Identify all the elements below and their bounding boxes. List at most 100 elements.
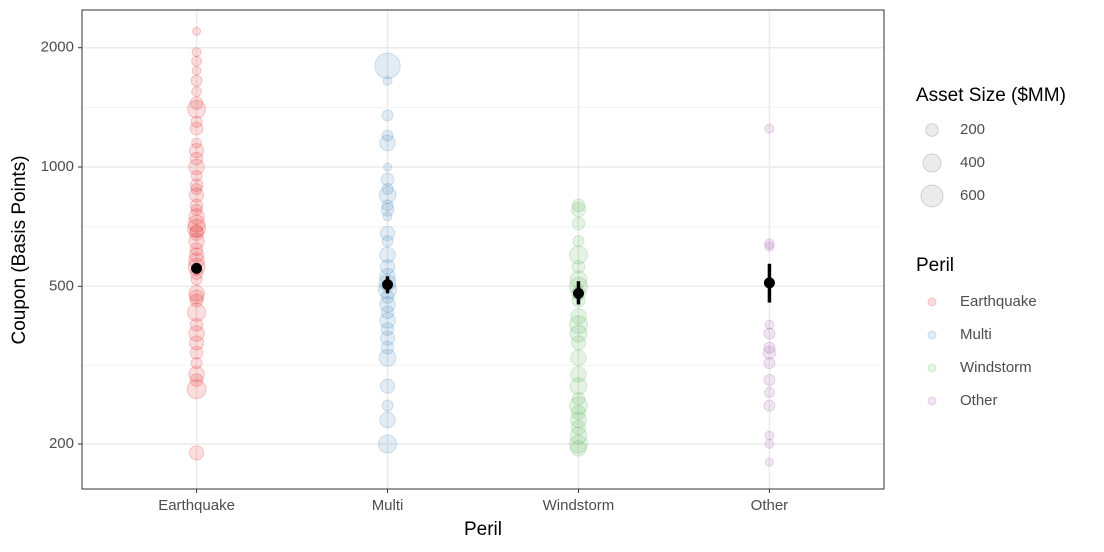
point xyxy=(188,247,205,263)
point xyxy=(763,399,776,412)
point xyxy=(379,134,396,152)
x-tick-label: Multi xyxy=(372,497,404,514)
point xyxy=(570,419,587,436)
point xyxy=(190,183,203,196)
point xyxy=(187,218,207,238)
x-tick-label: Other xyxy=(751,497,789,514)
mean-point xyxy=(572,287,584,299)
point xyxy=(189,121,204,136)
point xyxy=(570,202,587,218)
point xyxy=(189,178,204,193)
point xyxy=(191,47,202,58)
size-legend-key xyxy=(920,184,944,208)
point xyxy=(378,434,398,454)
point xyxy=(381,129,394,142)
point xyxy=(380,305,395,320)
point xyxy=(382,75,393,86)
point xyxy=(189,224,204,238)
point xyxy=(570,365,587,383)
point xyxy=(763,357,776,370)
point xyxy=(763,341,776,354)
point xyxy=(379,246,396,264)
point xyxy=(187,214,206,233)
point xyxy=(189,96,204,110)
point xyxy=(764,319,775,330)
color-legend-key xyxy=(927,396,937,406)
point xyxy=(764,430,775,441)
point xyxy=(189,151,204,166)
point xyxy=(380,172,395,187)
point xyxy=(763,327,776,340)
point xyxy=(571,391,586,406)
point xyxy=(381,183,394,196)
point xyxy=(189,373,204,387)
point xyxy=(191,137,203,149)
point xyxy=(570,308,587,325)
color-legend-key xyxy=(927,297,937,307)
size-legend-title: Asset Size ($MM) xyxy=(916,85,1066,106)
point xyxy=(381,399,394,412)
point xyxy=(570,440,587,457)
point xyxy=(189,317,204,332)
point xyxy=(764,439,775,450)
size-legend-label: 400 xyxy=(960,154,985,171)
y-tick-label: 1000 xyxy=(41,158,74,175)
size-legend-label: 600 xyxy=(960,187,985,204)
point xyxy=(189,198,204,213)
point xyxy=(191,55,203,67)
point xyxy=(570,335,587,351)
point xyxy=(188,208,205,225)
color-legend-label: Multi xyxy=(960,326,992,343)
point xyxy=(186,379,207,400)
point xyxy=(571,259,586,274)
point xyxy=(568,245,588,265)
point xyxy=(764,457,774,467)
point xyxy=(568,396,588,416)
point xyxy=(188,232,205,250)
panel-border xyxy=(81,9,885,490)
point xyxy=(570,411,587,429)
point xyxy=(189,242,204,257)
point xyxy=(189,293,204,308)
point xyxy=(569,426,588,445)
point xyxy=(568,315,588,335)
point xyxy=(189,345,204,360)
point xyxy=(763,374,776,387)
size-legend-key xyxy=(922,153,942,173)
point xyxy=(188,335,205,351)
point xyxy=(192,26,202,36)
color-legend-key xyxy=(927,330,937,340)
point xyxy=(764,241,775,252)
point xyxy=(188,289,205,305)
y-tick-label: 2000 xyxy=(41,39,74,56)
point xyxy=(571,198,586,213)
point xyxy=(569,324,588,343)
point xyxy=(188,325,205,342)
mean-point xyxy=(191,262,203,274)
point xyxy=(764,123,775,134)
size-legend-label: 200 xyxy=(960,121,985,138)
color-legend-label: Windstorm xyxy=(960,359,1032,376)
point xyxy=(382,162,393,172)
mean-point xyxy=(763,277,775,289)
point xyxy=(570,349,587,367)
point xyxy=(381,235,394,248)
point xyxy=(191,86,203,98)
y-tick-label: 500 xyxy=(49,277,74,294)
point xyxy=(190,357,203,370)
point xyxy=(381,109,394,122)
mean-point xyxy=(382,279,394,291)
point xyxy=(190,273,203,286)
point xyxy=(379,411,396,429)
color-legend-label: Other xyxy=(960,392,998,409)
point xyxy=(188,285,205,302)
point xyxy=(572,235,585,248)
point xyxy=(763,386,775,398)
point xyxy=(188,445,205,461)
point xyxy=(380,202,395,217)
point xyxy=(190,115,203,128)
point xyxy=(379,259,396,275)
point xyxy=(187,99,207,119)
point xyxy=(191,65,202,76)
